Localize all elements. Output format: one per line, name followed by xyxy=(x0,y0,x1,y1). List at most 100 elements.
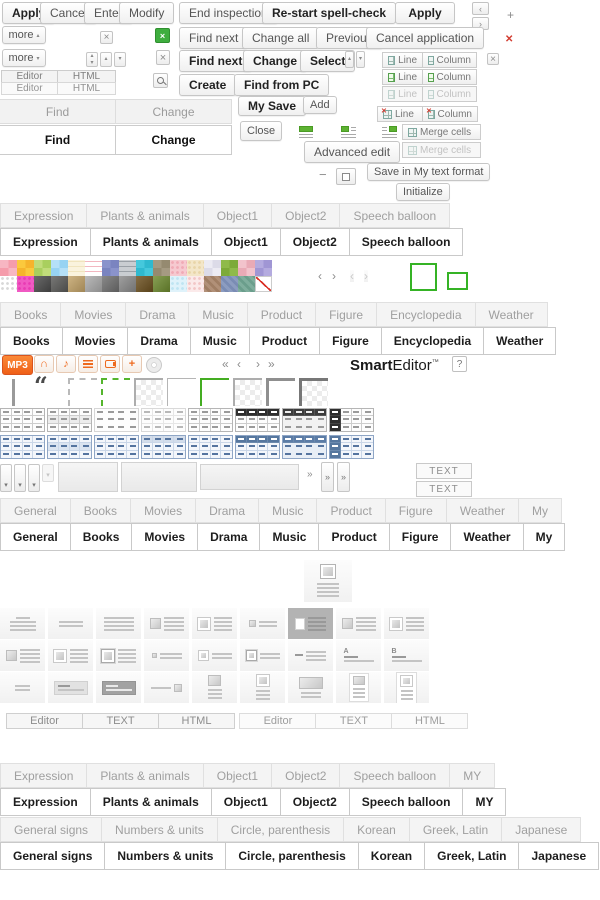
tab-general[interactable]: General xyxy=(0,498,71,523)
color-swatch[interactable] xyxy=(34,260,51,276)
modify-button[interactable]: Modify xyxy=(119,2,175,24)
next-page-icon[interactable]: › xyxy=(256,357,260,371)
tab-weather[interactable]: Weather xyxy=(445,498,519,523)
tab-music[interactable]: Music xyxy=(189,327,250,355)
select-down-button[interactable]: ▾ xyxy=(356,51,365,68)
tab-drama[interactable]: Drama xyxy=(197,523,261,551)
create-button[interactable]: Create xyxy=(179,74,237,96)
select-button[interactable]: Select xyxy=(300,50,356,72)
tab-expression[interactable]: Expression xyxy=(0,788,91,816)
layout-thumbnail-letter-lines[interactable]: B xyxy=(384,640,429,671)
layout-thumbnail-featured[interactable] xyxy=(304,560,352,602)
advanced-edit-button[interactable]: Advanced edit xyxy=(304,141,401,163)
tab-books[interactable]: Books xyxy=(69,523,133,551)
more-down-button[interactable]: more ▾ xyxy=(2,49,46,67)
tab-korean[interactable]: Korean xyxy=(357,842,426,870)
tab-movies[interactable]: Movies xyxy=(61,327,129,355)
tab-editor[interactable]: Editor xyxy=(1,82,58,95)
tab-numbers-units[interactable]: Numbers & units xyxy=(101,817,218,842)
color-swatch[interactable] xyxy=(238,260,255,276)
color-swatch[interactable] xyxy=(187,260,204,276)
expand-button[interactable]: » xyxy=(321,462,334,492)
color-swatch[interactable] xyxy=(153,276,170,292)
mini-dropdown-button[interactable]: ▾ xyxy=(14,464,26,492)
border-style-option[interactable] xyxy=(101,378,130,406)
align-left-icon[interactable] xyxy=(340,125,357,139)
layout-thumbnail-fsq-lines[interactable] xyxy=(384,608,429,639)
tab-editor[interactable]: Editor xyxy=(239,713,317,729)
mini-dropdown-button[interactable]: ▾ xyxy=(0,464,12,492)
table-style-option[interactable] xyxy=(188,408,233,432)
expand-button[interactable]: » xyxy=(337,462,350,492)
color-swatch[interactable] xyxy=(34,276,51,292)
headphones-icon[interactable]: ∩ xyxy=(34,355,54,373)
tab-plants-animals[interactable]: Plants & animals xyxy=(86,203,204,228)
insert-column-button-disabled[interactable]: Column xyxy=(422,86,477,102)
tab-circle-parenthesis[interactable]: Circle, parenthesis xyxy=(225,842,359,870)
prev-page-icon[interactable]: ‹ xyxy=(237,357,241,371)
tab-product[interactable]: Product xyxy=(318,523,390,551)
tab-greek-latin[interactable]: Greek, Latin xyxy=(424,842,520,870)
table-style-option[interactable] xyxy=(235,408,280,432)
tab-movies[interactable]: Movies xyxy=(131,523,199,551)
align-right-icon[interactable] xyxy=(381,125,398,139)
tab-books[interactable]: Books xyxy=(0,327,63,355)
close-icon[interactable]: × xyxy=(156,50,170,65)
color-swatch[interactable] xyxy=(238,276,255,292)
insert-line-button[interactable]: Line xyxy=(382,52,423,68)
merge-cells-button[interactable]: Merge cells xyxy=(402,124,481,140)
expand-icon[interactable]: » xyxy=(307,469,313,480)
tab-drama[interactable]: Drama xyxy=(195,498,260,523)
color-swatch[interactable] xyxy=(136,276,153,292)
window-restore-icon[interactable] xyxy=(336,168,356,185)
color-swatch[interactable] xyxy=(187,276,204,292)
table-style-option[interactable] xyxy=(141,435,186,459)
layout-thumbnail-darkbox[interactable] xyxy=(96,672,141,703)
change-bold-button[interactable]: Change xyxy=(243,50,308,72)
table-style-option[interactable] xyxy=(329,435,374,459)
tab-japanese[interactable]: Japanese xyxy=(501,817,582,842)
tab-my[interactable]: MY xyxy=(449,763,496,788)
border-style-option[interactable] xyxy=(233,378,262,406)
color-swatch[interactable] xyxy=(17,260,34,276)
restart-spellcheck-button[interactable]: Re-start spell-check xyxy=(262,2,397,24)
tab-object1[interactable]: Object1 xyxy=(210,788,281,816)
page-next-icon[interactable]: › xyxy=(332,269,336,283)
table-style-option[interactable] xyxy=(47,408,92,432)
tab-expression[interactable]: Expression xyxy=(0,763,88,788)
color-swatch[interactable] xyxy=(255,276,272,292)
mini-dropdown-button[interactable]: ▾ xyxy=(28,464,40,492)
tab-figure[interactable]: Figure xyxy=(388,523,452,551)
help-button[interactable]: ? xyxy=(452,356,467,372)
table-style-option[interactable] xyxy=(94,435,139,459)
color-swatch[interactable] xyxy=(85,276,102,292)
save-my-text-format-button[interactable]: Save in My text format xyxy=(367,163,491,181)
border-style-option[interactable] xyxy=(134,378,163,406)
color-swatch[interactable] xyxy=(170,260,187,276)
tab-weather[interactable]: Weather xyxy=(483,327,557,355)
tab-greek-latin[interactable]: Greek, Latin xyxy=(408,817,503,842)
color-swatch[interactable] xyxy=(0,260,17,276)
close-icon[interactable]: × xyxy=(487,53,499,65)
color-swatch[interactable] xyxy=(136,260,153,276)
select-up-button[interactable]: ▴ xyxy=(345,51,354,68)
layout-thumbnail-lines2l[interactable] xyxy=(0,672,45,703)
end-inspection-button[interactable]: End inspection xyxy=(179,2,278,24)
search-icon[interactable] xyxy=(153,73,168,88)
tab-weather[interactable]: Weather xyxy=(474,302,548,327)
tab-speech-balloon[interactable]: Speech balloon xyxy=(348,228,464,256)
align-top-icon[interactable] xyxy=(298,125,315,139)
tab-my[interactable]: My xyxy=(522,523,566,551)
insert-column-button[interactable]: Column xyxy=(422,69,477,85)
text-mode-button[interactable]: TEXT xyxy=(416,463,472,479)
table-style-option[interactable] xyxy=(282,435,327,459)
layout-thumbnail-smsq-lines[interactable] xyxy=(240,608,285,639)
tab-object2[interactable]: Object2 xyxy=(271,763,341,788)
red-close-icon[interactable]: ✕ xyxy=(505,34,514,45)
layout-thumbnail-fsq-lines-b[interactable] xyxy=(96,640,141,671)
tab-html[interactable]: HTML xyxy=(158,713,235,729)
table-style-option[interactable] xyxy=(0,435,45,459)
tab-figure[interactable]: Figure xyxy=(315,302,378,327)
cancel-button[interactable]: Cancel xyxy=(40,2,98,24)
tab-product[interactable]: Product xyxy=(246,302,317,327)
